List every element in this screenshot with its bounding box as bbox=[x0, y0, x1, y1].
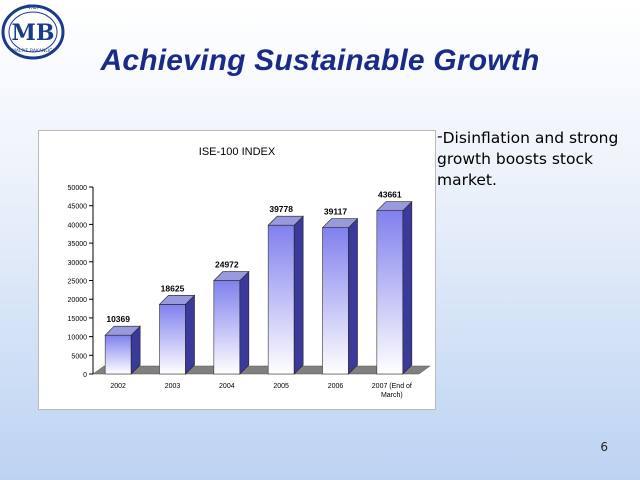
y-tick-label: 40000 bbox=[68, 222, 88, 229]
y-tick-label: 50000 bbox=[68, 185, 88, 192]
data-label: 39117 bbox=[324, 207, 347, 217]
x-tick-label-line: 2006 bbox=[328, 383, 344, 390]
y-tick-label: 20000 bbox=[68, 297, 88, 304]
bar-side bbox=[293, 215, 304, 375]
x-tick-label-line: 2004 bbox=[219, 383, 235, 390]
chart-container: ISE-100 INDEX 0 5000 10000 15000 20000 25000 3… bbox=[38, 130, 436, 410]
bar-side bbox=[402, 200, 413, 375]
x-tick-label-line: 2007 (End of bbox=[372, 383, 412, 390]
bar-2003 bbox=[158, 294, 196, 375]
bar-2006 bbox=[321, 217, 359, 375]
bar-top bbox=[158, 295, 196, 305]
bar-side bbox=[239, 270, 250, 375]
y-tick-label: 10000 bbox=[68, 335, 88, 342]
bullet-marker: - bbox=[437, 127, 443, 145]
data-label: 24972 bbox=[215, 260, 239, 270]
bar-front bbox=[213, 280, 241, 375]
y-tick-label: 5000 bbox=[71, 353, 87, 360]
bullet-text: Disinflation and strong growth boosts st… bbox=[437, 129, 619, 189]
bullet-point: -Disinflation and strong growth boosts s… bbox=[437, 127, 627, 191]
bar-top bbox=[104, 325, 141, 336]
slide-title: Achieving Sustainable Growth bbox=[100, 44, 540, 77]
x-tick-label: 2002 bbox=[110, 383, 126, 390]
bar-2004 bbox=[213, 270, 250, 375]
data-label: 18625 bbox=[161, 283, 185, 293]
bar-2007 bbox=[376, 200, 413, 375]
bar-top bbox=[267, 215, 304, 226]
data-label: 39778 bbox=[269, 204, 293, 214]
ise-100-bar-chart: ISE-100 INDEX 0 5000 10000 15000 20000 25000 3… bbox=[68, 146, 431, 399]
data-label: 10369 bbox=[106, 314, 130, 324]
y-tick-label: 30000 bbox=[68, 260, 88, 267]
chart-labels: 10369 2002 18625 2003 24972 2004 39778 2005 3911… bbox=[106, 190, 412, 399]
bar-2002 bbox=[104, 325, 141, 375]
bar-top bbox=[376, 201, 413, 212]
bar-side bbox=[348, 217, 358, 375]
ministry-seal-icon: T.C. MB MALİYE BAKANLIĞI bbox=[1, 4, 65, 60]
x-tick-label: 2004 bbox=[219, 383, 235, 390]
y-tick-label: 15000 bbox=[68, 316, 88, 323]
x-tick-label-line: 2003 bbox=[165, 383, 181, 390]
bar-front bbox=[159, 304, 186, 375]
y-tick-label: 25000 bbox=[68, 279, 88, 286]
x-tick-label-line: 2002 bbox=[110, 383, 126, 390]
bar-front bbox=[104, 334, 132, 375]
y-tick-label: 45000 bbox=[68, 204, 88, 211]
page-number: 6 bbox=[600, 440, 608, 454]
y-tick-label: 0 bbox=[83, 372, 87, 379]
x-tick-label: 2005 bbox=[273, 383, 289, 390]
bar-top bbox=[213, 271, 250, 281]
bar-side bbox=[185, 294, 195, 375]
logo-top-text: T.C. bbox=[27, 4, 39, 11]
ministry-logo: T.C. MB MALİYE BAKANLIĞI bbox=[0, 0, 66, 62]
x-tick-label-line: March) bbox=[381, 392, 403, 399]
x-tick-label: 2006 bbox=[328, 383, 344, 390]
x-tick-label: 2003 bbox=[165, 383, 181, 390]
bar-front bbox=[322, 227, 349, 375]
bar-top bbox=[321, 218, 359, 229]
chart-title: ISE-100 INDEX bbox=[199, 146, 276, 158]
bar-front bbox=[376, 210, 404, 375]
data-label: 43661 bbox=[378, 190, 402, 200]
x-tick-label: 2007 (End of March) bbox=[372, 383, 412, 399]
bar-front bbox=[267, 224, 295, 375]
chart-bars bbox=[104, 200, 413, 375]
x-tick-label-line: 2005 bbox=[273, 383, 289, 390]
bar-2005 bbox=[267, 215, 304, 375]
logo-ring-text: MALİYE BAKANLIĞI bbox=[12, 47, 54, 54]
y-tick-label: 35000 bbox=[68, 241, 88, 248]
logo-initials: MB bbox=[12, 20, 55, 46]
